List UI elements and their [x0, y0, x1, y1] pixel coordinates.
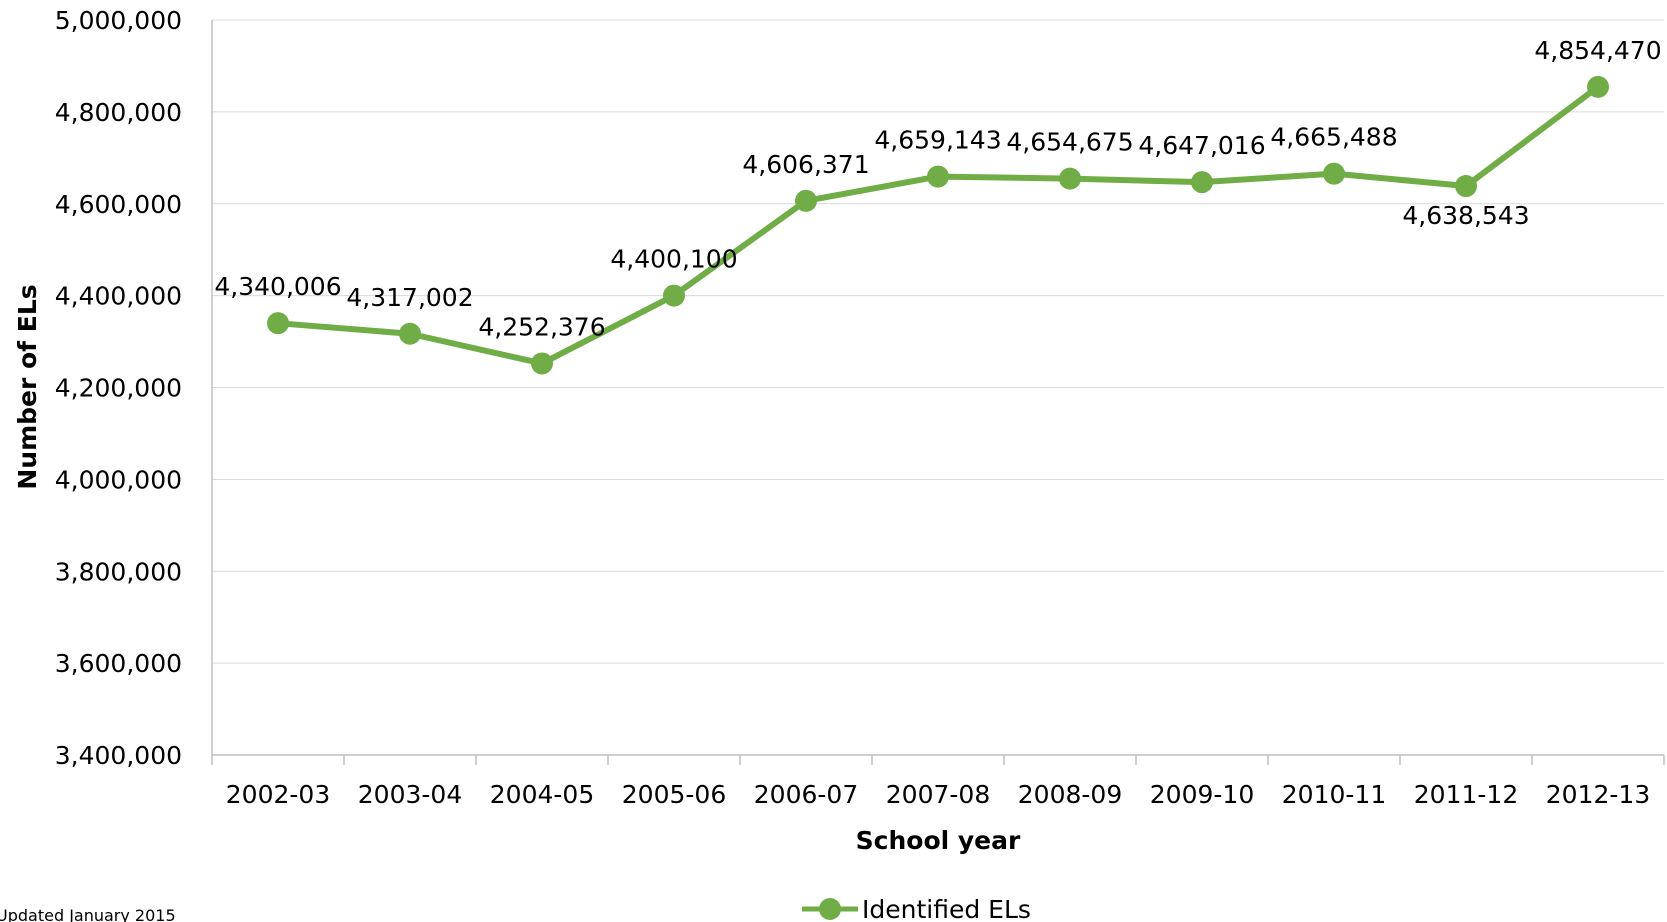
- y-tick-label: 3,600,000: [55, 649, 182, 678]
- y-tick-label: 4,600,000: [55, 190, 182, 219]
- data-point: [795, 189, 817, 212]
- x-tick-label: 2003-04: [358, 780, 462, 809]
- x-tick-label: 2002-03: [226, 780, 330, 809]
- x-tick-label: 2012-13: [1546, 780, 1650, 809]
- x-tick-label: 2011-12: [1414, 780, 1518, 809]
- data-label: 4,400,100: [610, 245, 737, 274]
- data-label: 4,638,543: [1402, 201, 1529, 230]
- data-label: 4,665,488: [1270, 123, 1397, 152]
- y-tick-label: 3,400,000: [55, 741, 182, 770]
- legend: Identified ELs: [802, 895, 1031, 922]
- y-axis-tick-labels: 3,400,000 3,600,000 3,800,000 4,000,000 4,20…: [55, 6, 182, 770]
- x-tick-label: 2004-05: [490, 780, 594, 809]
- data-point: [1455, 175, 1477, 198]
- y-tick-label: 4,800,000: [55, 98, 182, 127]
- data-label: 4,606,371: [742, 150, 869, 179]
- data-label: 4,647,016: [1138, 131, 1265, 160]
- y-tick-label: 4,400,000: [55, 282, 182, 311]
- data-point: [1323, 162, 1345, 185]
- data-point: [927, 165, 949, 188]
- y-axis-title: Number of ELs: [13, 284, 42, 489]
- data-point: [267, 312, 289, 335]
- data-label: 4,654,675: [1006, 128, 1133, 157]
- x-axis-title: School year: [856, 826, 1021, 855]
- x-axis: [211, 20, 1665, 765]
- x-tick-label: 2005-06: [622, 780, 726, 809]
- data-label: 4,659,143: [874, 126, 1001, 155]
- y-tick-label: 5,000,000: [55, 6, 182, 35]
- data-point: [531, 352, 553, 375]
- x-tick-label: 2006-07: [754, 780, 858, 809]
- y-tick-label: 4,200,000: [55, 374, 182, 403]
- data-point: [1191, 171, 1213, 194]
- y-tick-label: 4,000,000: [55, 465, 182, 494]
- data-point: [399, 322, 421, 345]
- data-label: 4,252,376: [478, 312, 605, 341]
- x-tick-label: 2008-09: [1018, 780, 1122, 809]
- data-label: 4,340,006: [214, 272, 341, 301]
- data-point: [1587, 75, 1609, 98]
- footnote: Updated January 2015: [0, 906, 176, 922]
- x-tick-label: 2010-11: [1282, 780, 1386, 809]
- data-point: [663, 284, 685, 307]
- legend-label: Identified ELs: [862, 895, 1031, 922]
- x-tick-label: 2007-08: [886, 780, 990, 809]
- series-identified-els: [267, 75, 1609, 375]
- x-axis-tick-labels: 2002-03 2003-04 2004-05 2005-06 2006-07 2007-…: [226, 780, 1650, 809]
- legend-marker-swatch: [819, 898, 841, 920]
- x-tick-label: 2009-10: [1150, 780, 1254, 809]
- y-tick-label: 3,800,000: [55, 557, 182, 586]
- data-label: 4,854,470: [1534, 36, 1661, 65]
- data-point: [1059, 167, 1081, 190]
- data-label: 4,317,002: [346, 283, 473, 312]
- gridlines: [212, 19, 1664, 664]
